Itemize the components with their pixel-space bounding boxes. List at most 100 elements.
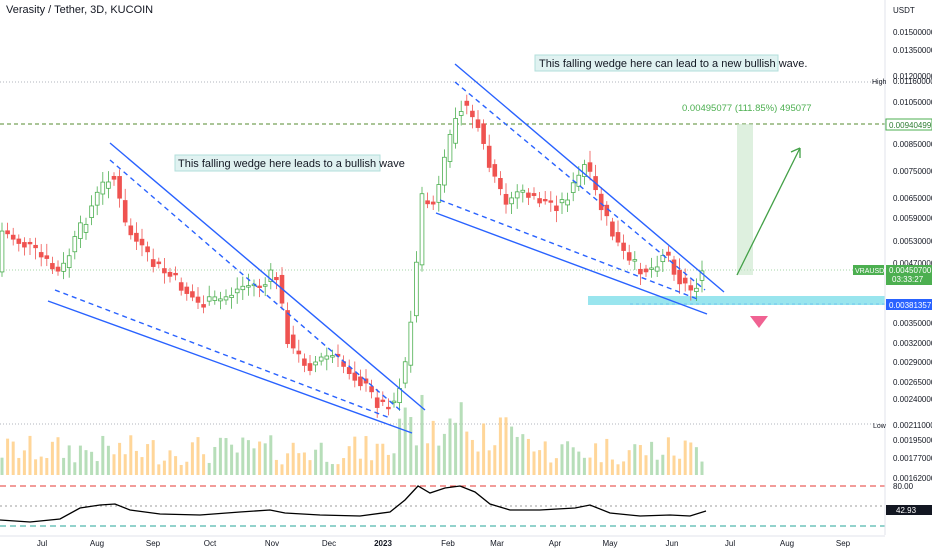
volume-bar xyxy=(482,423,486,475)
volume-bar xyxy=(274,459,278,475)
currency-label: USDT xyxy=(893,6,915,15)
candle-body xyxy=(38,252,44,258)
support-zone-rect xyxy=(588,296,885,305)
volume-bar xyxy=(325,461,329,475)
volume-bar xyxy=(650,441,654,475)
left-wedge-annotation[interactable]: This falling wedge here leads to a bulli… xyxy=(174,154,405,172)
candle-body xyxy=(582,164,587,177)
candle-body xyxy=(369,386,374,393)
candle-body xyxy=(419,193,425,266)
x-axis: Jul Aug Sep Oct Nov Dec 2023 Feb Mar Apr May Jun Jul… xyxy=(0,535,885,548)
wedge-dashed-line xyxy=(454,81,706,291)
candle-body xyxy=(604,204,610,217)
volume-bar xyxy=(179,464,183,475)
candle-body xyxy=(352,372,358,381)
candle-body xyxy=(201,304,206,308)
candle-body xyxy=(139,238,145,246)
y-tick-label: 0.01500000 xyxy=(893,28,932,37)
y-tick-label: 0.01050000 xyxy=(893,98,932,107)
candle-body xyxy=(128,225,134,236)
candle-body xyxy=(391,400,397,404)
volume-bar xyxy=(174,456,178,475)
volume-bar xyxy=(661,454,665,475)
candle-body xyxy=(89,205,94,218)
volume-bar xyxy=(56,437,60,475)
candle-body xyxy=(83,223,89,233)
rsi-panel xyxy=(0,485,885,527)
measure-range xyxy=(737,124,753,275)
y-tick-label: 0.00590000 xyxy=(893,214,932,223)
wedge-dashed-line xyxy=(109,159,401,411)
countdown-value: 03:33:27 xyxy=(892,275,924,284)
volume-bar xyxy=(162,460,166,475)
candle-body xyxy=(654,266,660,272)
support-price-tag: 0.00381357 xyxy=(886,299,932,310)
candle-body xyxy=(649,267,654,270)
volume-bar xyxy=(202,454,206,475)
volume-bar xyxy=(185,461,189,475)
candle-body xyxy=(22,242,27,248)
candle-body xyxy=(234,288,240,294)
volume-bar xyxy=(78,445,82,475)
candle-body xyxy=(0,230,5,273)
x-tick-label: Feb xyxy=(441,539,455,548)
candle-body xyxy=(682,277,688,284)
volume-bar xyxy=(476,451,480,475)
volume-bar xyxy=(577,451,581,475)
volume-bar xyxy=(146,444,150,475)
candle-body xyxy=(363,378,369,384)
candle-body xyxy=(526,192,531,198)
y-tick-label: 0.00650000 xyxy=(893,194,932,203)
candle-body xyxy=(486,145,492,168)
candle-body xyxy=(246,285,251,288)
candle-body xyxy=(100,181,106,195)
candle-body xyxy=(61,262,66,272)
candle-body xyxy=(453,118,458,144)
volume-bar xyxy=(123,454,127,475)
candle-body xyxy=(44,255,50,259)
volume-bar xyxy=(319,442,323,475)
volume-bar xyxy=(11,441,15,475)
volume-bar xyxy=(532,451,536,475)
candle-body xyxy=(380,399,386,402)
volume-bar xyxy=(515,436,519,475)
volume-bars xyxy=(0,394,704,475)
volume-bar xyxy=(616,464,620,475)
candle-body xyxy=(481,123,486,144)
volume-bar xyxy=(45,458,49,475)
candle-body xyxy=(184,286,190,294)
candle-body xyxy=(638,268,643,275)
volume-bar xyxy=(560,444,564,475)
volume-bar xyxy=(510,426,514,475)
volume-bar xyxy=(112,454,116,475)
volume-bar xyxy=(224,438,228,475)
volume-bar xyxy=(487,450,491,475)
volume-bar xyxy=(644,455,648,475)
candle-body xyxy=(190,291,195,298)
volume-bar xyxy=(431,420,435,475)
volume-bar xyxy=(672,455,676,475)
y-tick-label: 0.00850000 xyxy=(893,140,932,149)
volume-bar xyxy=(403,407,407,475)
volume-bar xyxy=(582,457,586,475)
volume-bar xyxy=(50,441,54,475)
candle-body xyxy=(268,269,274,282)
candlesticks xyxy=(0,94,705,418)
candle-body xyxy=(509,197,514,205)
volume-bar xyxy=(414,445,418,475)
volume-bar xyxy=(627,450,631,475)
candle-body xyxy=(195,296,201,303)
y-tick-label: 0.00290000 xyxy=(893,358,932,367)
candle-body xyxy=(106,181,111,189)
x-tick-label: Jul xyxy=(37,539,47,548)
candle-body xyxy=(173,272,178,276)
volume-bar xyxy=(459,402,463,475)
right-wedge-annotation[interactable]: This falling wedge here can lead to a ne… xyxy=(534,54,807,72)
candle-body xyxy=(694,287,699,292)
y-tick-label: 0.00350000 xyxy=(893,319,932,328)
candle-body xyxy=(514,191,520,199)
candle-body xyxy=(447,133,453,162)
high-label: High xyxy=(872,79,887,86)
candle-body xyxy=(520,189,526,193)
